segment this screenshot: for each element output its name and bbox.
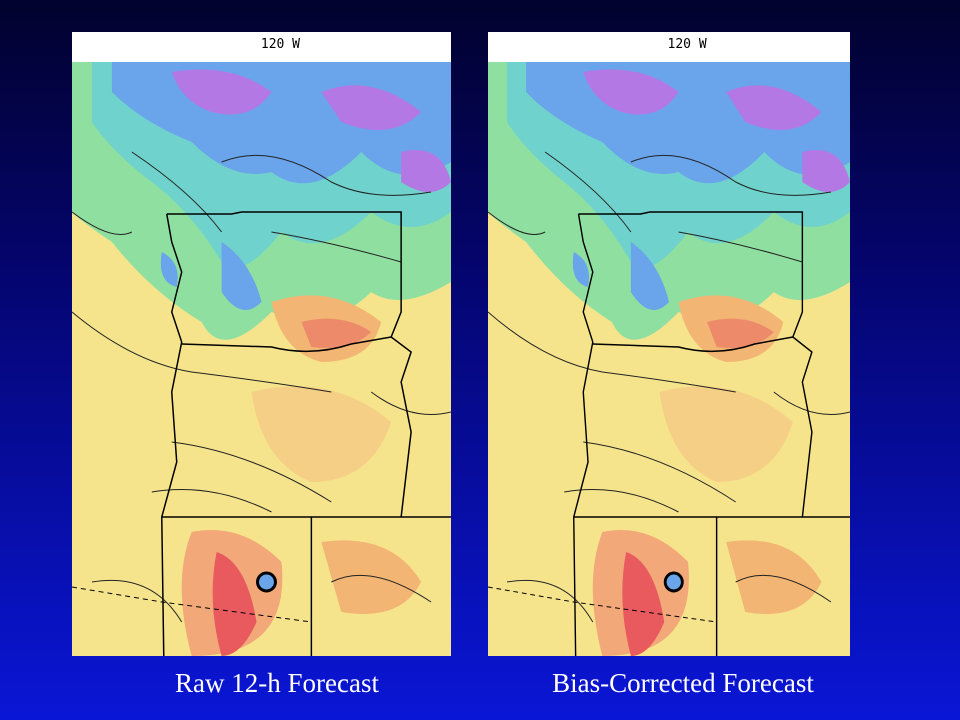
forecast-map [488,62,850,656]
panel-caption: Bias-Corrected Forecast [552,668,814,698]
forecast-map [72,62,451,656]
longitude-label: 120 W [260,37,301,52]
map-panel: 120 W [488,32,850,656]
longitude-label: 120 W [667,37,707,52]
panel-caption: Raw 12-h Forecast [175,668,379,698]
map-panel: 120 W [72,32,451,656]
map-header: 120 W [488,32,850,62]
map-header: 120 W [72,32,451,62]
